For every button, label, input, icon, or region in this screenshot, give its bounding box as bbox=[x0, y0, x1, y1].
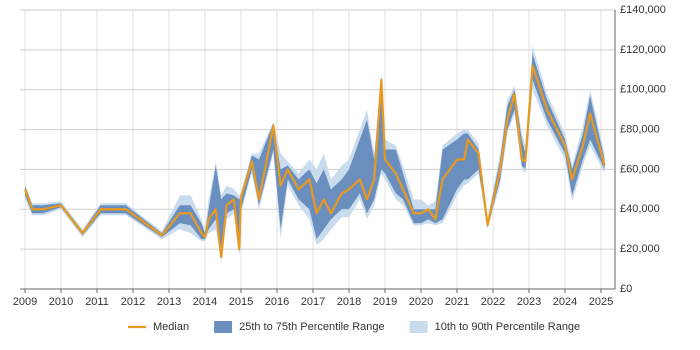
y-tick-label: £40,000 bbox=[620, 203, 660, 215]
x-tick-label: 2010 bbox=[49, 296, 73, 308]
y-tick-label: £80,000 bbox=[620, 123, 660, 135]
x-tick-label: 2023 bbox=[517, 296, 541, 308]
x-tick-label: 2015 bbox=[229, 296, 253, 308]
x-tick-label: 2018 bbox=[337, 296, 361, 308]
x-tick-label: 2020 bbox=[409, 296, 433, 308]
x-tick-label: 2022 bbox=[481, 296, 505, 308]
y-tick-label: £60,000 bbox=[620, 163, 660, 175]
x-tick-label: 2021 bbox=[445, 296, 469, 308]
legend-label: Median bbox=[153, 321, 189, 333]
x-tick-label: 2014 bbox=[193, 296, 217, 308]
y-tick-label: £100,000 bbox=[620, 84, 666, 96]
x-tick-label: 2013 bbox=[157, 296, 181, 308]
y-tick-label: £140,000 bbox=[620, 4, 666, 16]
x-tick-label: 2025 bbox=[589, 296, 613, 308]
x-tick-label: 2012 bbox=[121, 296, 145, 308]
y-tick-label: £0 bbox=[620, 283, 632, 295]
x-tick-label: 2019 bbox=[373, 296, 397, 308]
legend-swatch bbox=[214, 321, 233, 333]
x-tick-label: 2009 bbox=[13, 296, 37, 308]
legend-label: 10th to 90th Percentile Range bbox=[435, 321, 581, 333]
x-tick-label: 2011 bbox=[85, 296, 109, 308]
median-line bbox=[24, 64, 606, 259]
x-tick-label: 2016 bbox=[265, 296, 289, 308]
x-tick-label: 2024 bbox=[553, 296, 577, 308]
x-tick-label: 2017 bbox=[301, 296, 325, 308]
y-tick-label: £120,000 bbox=[620, 44, 666, 56]
legend-label: 25th to 75th Percentile Range bbox=[239, 321, 385, 333]
legend-swatch bbox=[409, 321, 428, 333]
percentile-band bbox=[25, 53, 605, 260]
y-tick-label: £20,000 bbox=[620, 243, 660, 255]
